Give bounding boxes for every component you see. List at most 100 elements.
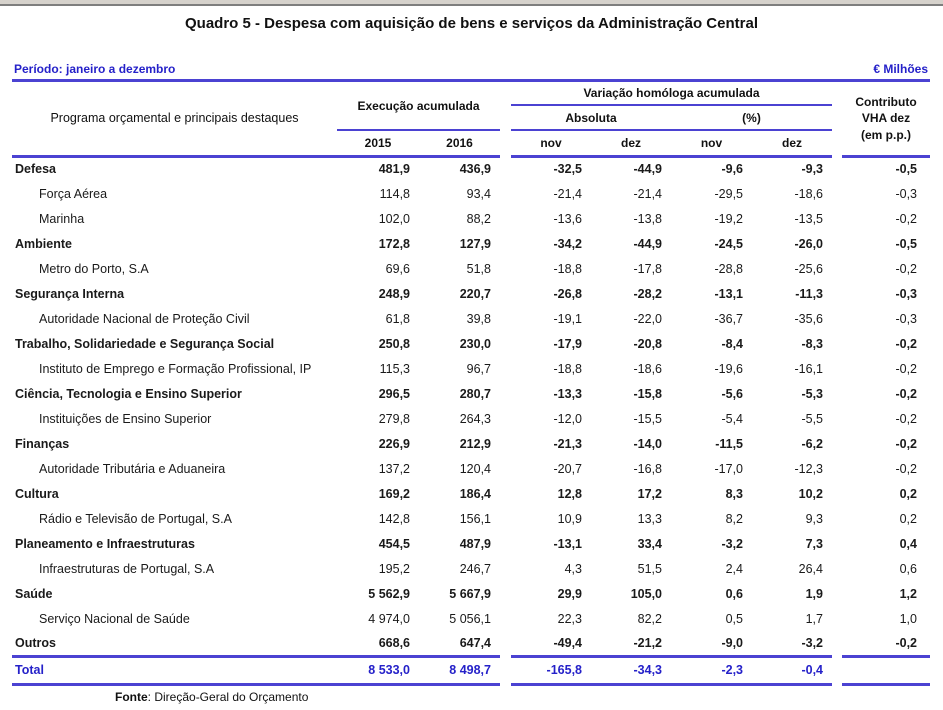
subgroup-absoluta: Absoluta — [511, 105, 671, 131]
value-cell-2016: 212,9 — [459, 436, 491, 451]
total-value-contributo — [842, 654, 930, 686]
value-cell-pct-dez: -26,0 — [794, 236, 824, 251]
column-gap — [832, 431, 842, 456]
value-cell-abs-nov: -13,6 — [553, 211, 583, 226]
value-cell-2015: 172,8 — [378, 236, 410, 251]
value-cell-pct-nov: -28,8 — [714, 261, 744, 276]
table-row: Segurança Interna 248,9 220,7 -26,8 -28,… — [12, 281, 930, 306]
value-cell-abs-dez: -44,9 — [633, 236, 663, 251]
table-row: Marinha 102,0 88,2 -13,6 -13,8 -19,2 -13… — [12, 206, 930, 231]
value-cell-abs-dez: 13,3 — [637, 511, 662, 526]
value-cell-abs-nov: -12,0 — [553, 411, 583, 426]
column-header-pct-dez: dez — [752, 130, 832, 158]
table-row: Finanças 226,9 212,9 -21,3 -14,0 -11,5 -… — [12, 431, 930, 456]
total-value-pct-dez: -0,4 — [752, 654, 832, 686]
value-cell-2016: 280,7 — [459, 386, 491, 401]
table-row: Força Aérea 114,8 93,4 -21,4 -21,4 -29,5… — [12, 181, 930, 206]
window-chrome-bar — [0, 0, 943, 6]
period-label: Período: janeiro a dezembro — [14, 62, 176, 76]
value-cell-2016: 436,9 — [459, 162, 491, 177]
column-gap — [500, 156, 511, 181]
table-row: Ambiente 172,8 127,9 -34,2 -44,9 -24,5 -… — [12, 231, 930, 256]
value-cell-abs-dez: 51,5 — [637, 561, 662, 576]
value-cell-2015: 296,5 — [378, 386, 410, 401]
column-gap — [832, 506, 842, 531]
value-cell-pct-dez: -25,6 — [794, 261, 824, 276]
value-cell-abs-dez: -20,8 — [633, 336, 663, 351]
table-row: Defesa 481,9 436,9 -32,5 -44,9 -9,6 -9,3… — [12, 156, 930, 181]
value-cell-pct-nov: -5,6 — [721, 386, 743, 401]
program-cell: Instituto de Emprego e Formação Profissi… — [39, 361, 312, 376]
column-header-abs-nov: nov — [511, 130, 591, 158]
value-cell-pct-dez: -5,3 — [801, 386, 823, 401]
value-cell-2015: 142,8 — [378, 511, 410, 526]
value-cell-pct-dez: -18,6 — [794, 186, 824, 201]
value-cell-contributo: -0,2 — [895, 461, 917, 476]
column-gap — [832, 656, 842, 684]
program-cell: Infraestruturas de Portugal, S.A — [39, 561, 215, 576]
table-row: Trabalho, Solidariedade e Segurança Soci… — [12, 331, 930, 356]
value-cell-pct-dez: -13,5 — [794, 211, 824, 226]
value-cell-abs-dez: 33,4 — [637, 536, 662, 551]
table-body: Defesa 481,9 436,9 -32,5 -44,9 -9,6 -9,3… — [12, 156, 930, 656]
value-cell-contributo: -0,2 — [895, 436, 917, 451]
value-cell-2016: 88,2 — [466, 211, 491, 226]
value-cell-contributo: -0,2 — [895, 361, 917, 376]
value-cell-abs-nov: 12,8 — [557, 486, 582, 501]
column-header-program: Programa orçamental e principais destaqu… — [12, 82, 337, 158]
program-cell: Defesa — [15, 162, 56, 177]
program-cell: Ambiente — [15, 236, 72, 251]
value-cell-contributo: -0,3 — [895, 286, 917, 301]
total-value-abs-nov: -165,8 — [511, 654, 591, 686]
value-cell-pct-nov: 0,6 — [725, 586, 743, 601]
subgroup-percent: (%) — [671, 105, 832, 131]
column-gap — [500, 306, 511, 331]
column-gap — [832, 331, 842, 356]
table-row: Instituto de Emprego e Formação Profissi… — [12, 356, 930, 381]
value-cell-pct-dez: -12,3 — [794, 461, 824, 476]
value-cell-2016: 246,7 — [459, 561, 491, 576]
table-header: Programa orçamental e principais destaqu… — [12, 82, 930, 158]
value-cell-abs-dez: 82,2 — [637, 611, 662, 626]
column-gap — [832, 231, 842, 256]
column-gap — [500, 531, 511, 556]
value-cell-pct-nov: -24,5 — [714, 236, 744, 251]
value-cell-pct-nov: -19,6 — [714, 361, 744, 376]
value-cell-abs-nov: 29,9 — [557, 586, 582, 601]
table-row: Cultura 169,2 186,4 12,8 17,2 8,3 10,2 0… — [12, 481, 930, 506]
value-cell-contributo: -0,3 — [895, 311, 917, 326]
value-cell-pct-dez: 1,9 — [805, 586, 823, 601]
value-cell-pct-nov: -36,7 — [714, 311, 744, 326]
table-row: Autoridade Tributária e Aduaneira 137,2 … — [12, 456, 930, 481]
value-cell-pct-nov: 8,3 — [725, 486, 743, 501]
total-value-pct-nov: -2,3 — [671, 654, 752, 686]
program-cell: Saúde — [15, 586, 53, 601]
column-gap — [500, 82, 511, 156]
column-gap — [832, 481, 842, 506]
total-value-2016: 8 498,7 — [419, 654, 500, 686]
value-cell-abs-dez: 17,2 — [637, 486, 662, 501]
value-cell-pct-nov: -9,0 — [721, 635, 743, 650]
value-cell-abs-nov: 10,9 — [557, 511, 582, 526]
column-gap — [500, 631, 511, 656]
value-cell-2015: 115,3 — [379, 361, 410, 376]
total-label: Total — [12, 654, 337, 686]
value-cell-contributo: -0,2 — [895, 386, 917, 401]
value-cell-2016: 39,8 — [466, 311, 491, 326]
column-gap — [832, 406, 842, 431]
contributo-line-1: Contributo — [855, 94, 917, 109]
value-cell-abs-nov: -19,1 — [553, 311, 583, 326]
table-row: Autoridade Nacional de Proteção Civil 61… — [12, 306, 930, 331]
value-cell-abs-nov: -18,8 — [553, 261, 583, 276]
program-cell: Metro do Porto, S.A — [39, 261, 149, 276]
value-cell-contributo: 0,2 — [899, 511, 917, 526]
value-cell-abs-dez: -13,8 — [633, 211, 663, 226]
value-cell-abs-nov: -20,7 — [553, 461, 583, 476]
value-cell-abs-dez: -28,2 — [633, 286, 663, 301]
program-cell: Trabalho, Solidariedade e Segurança Soci… — [15, 336, 275, 351]
value-cell-2015: 169,2 — [378, 486, 410, 501]
column-gap — [832, 456, 842, 481]
value-cell-2015: 250,8 — [378, 336, 410, 351]
value-cell-contributo: 0,6 — [899, 561, 917, 576]
value-cell-2015: 481,9 — [378, 162, 410, 177]
